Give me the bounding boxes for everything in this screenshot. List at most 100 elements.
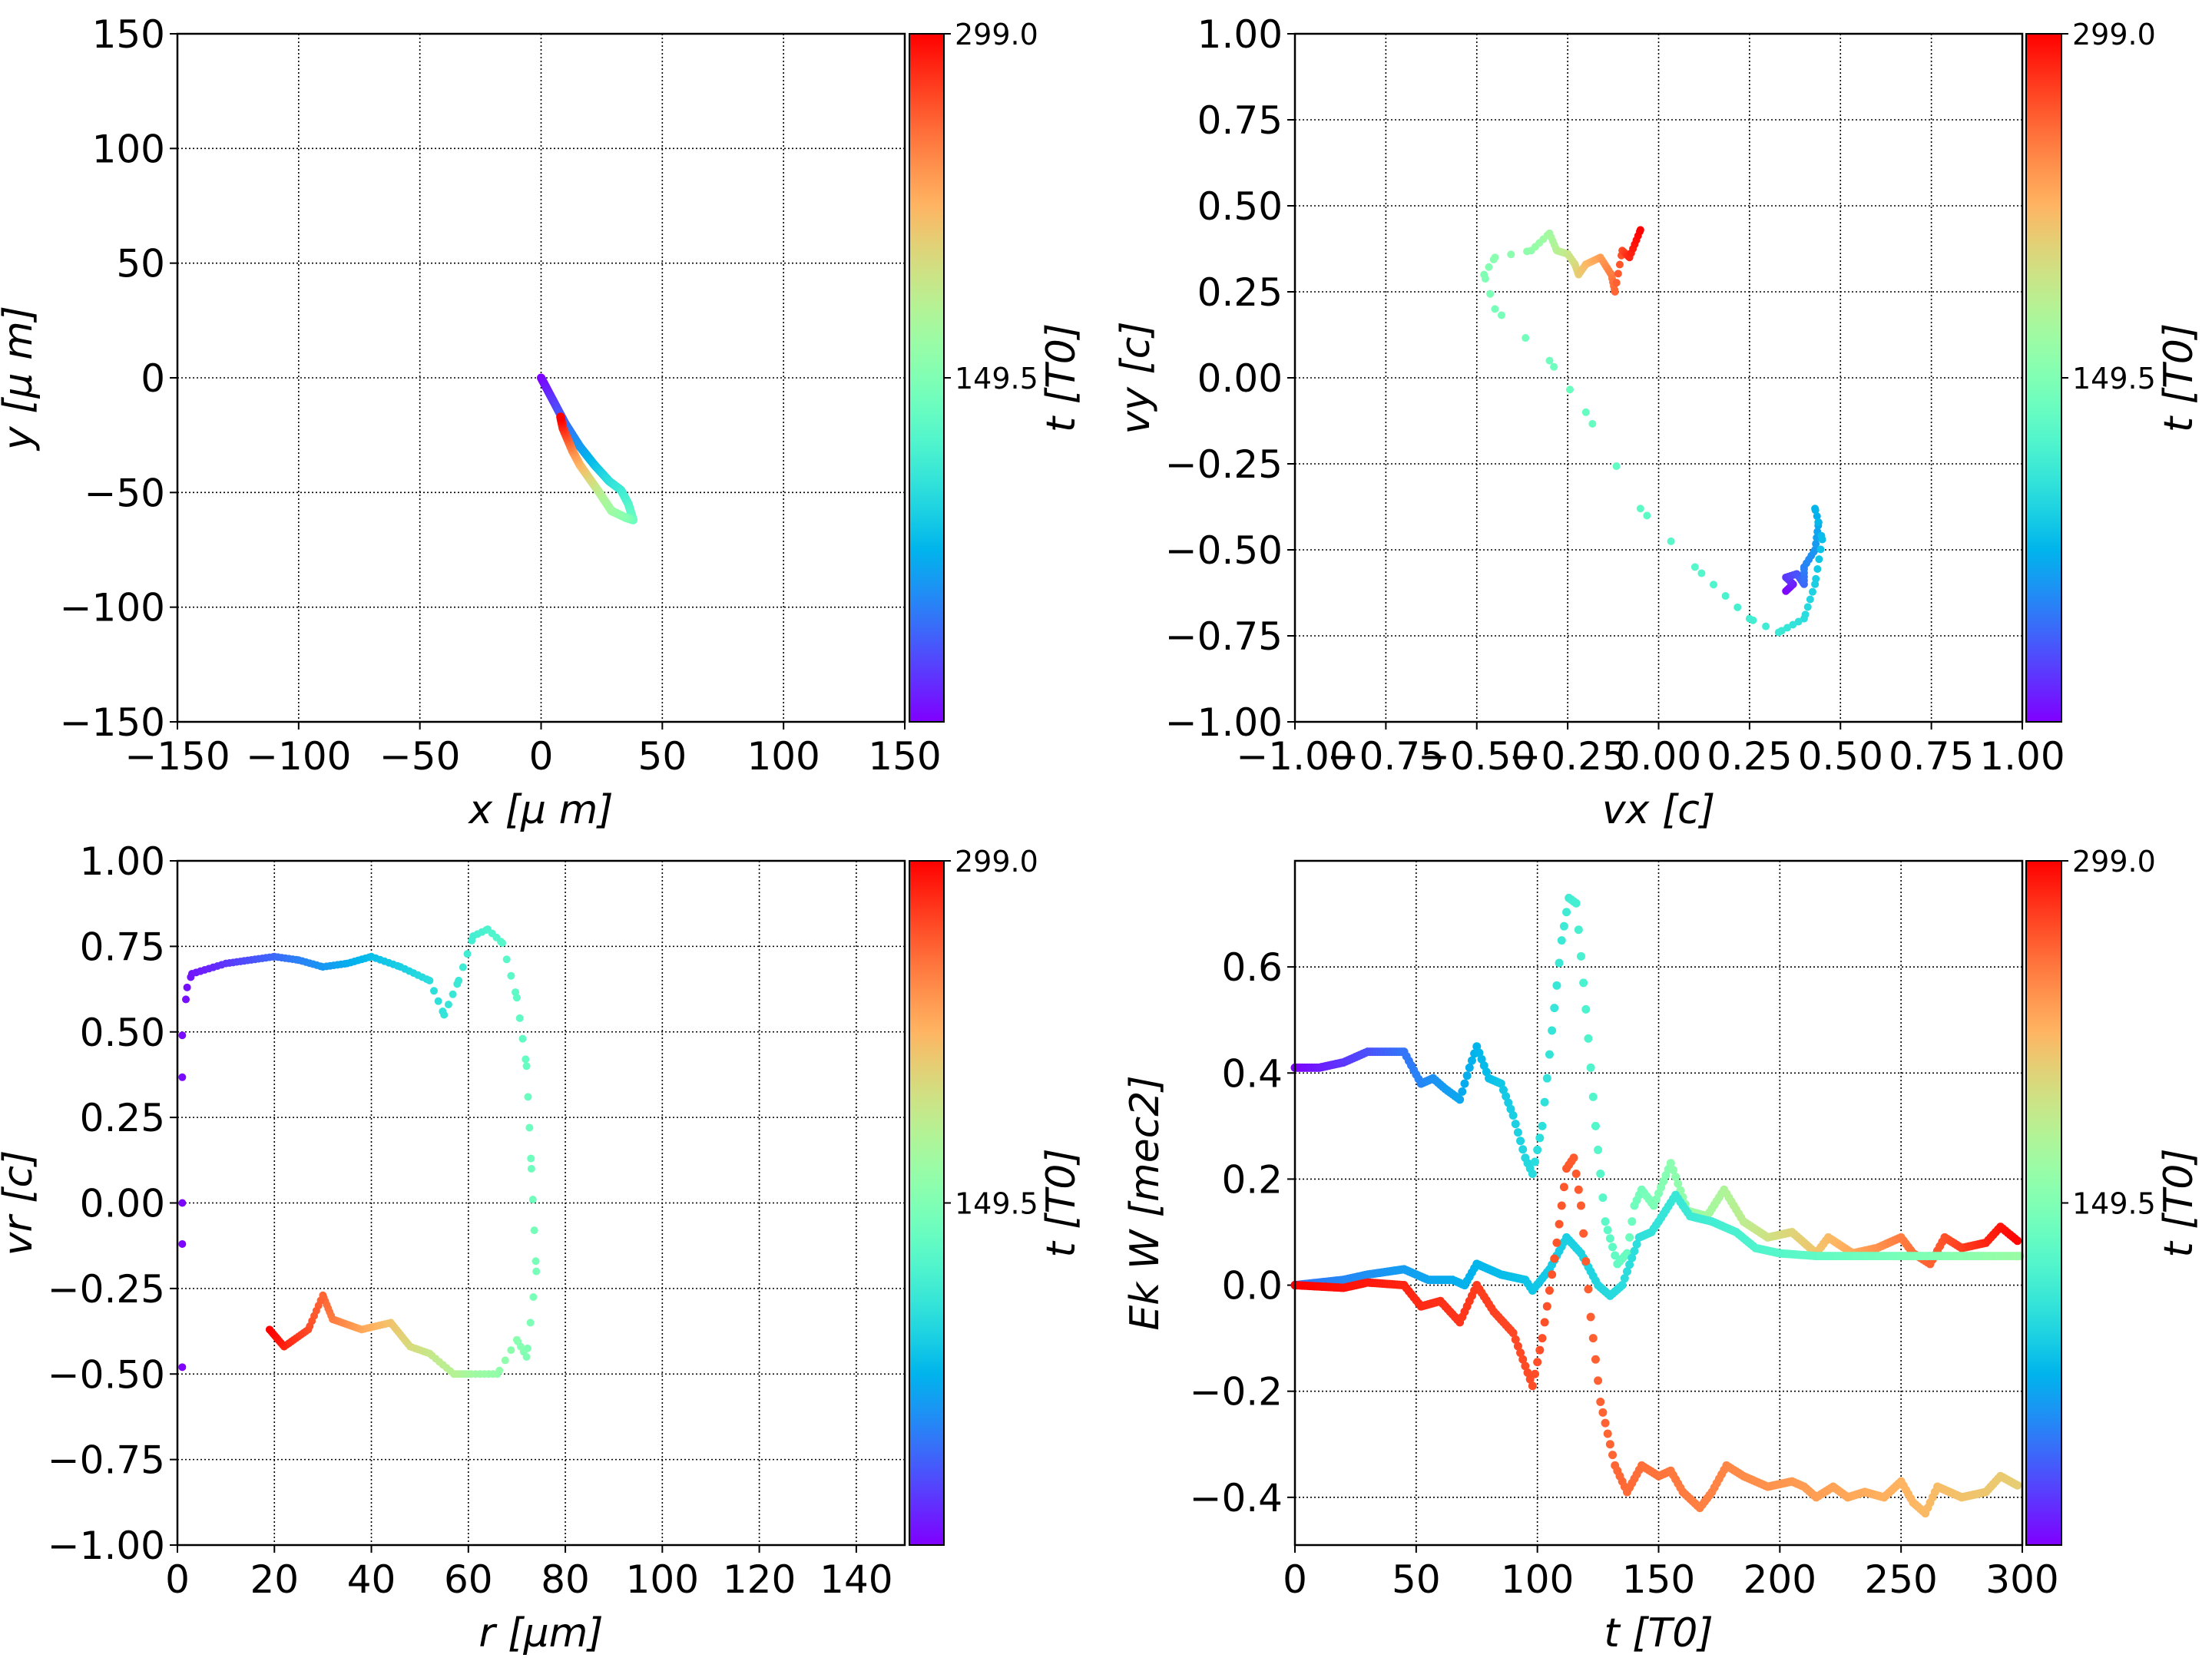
data-point-series-0 [1465, 1063, 1474, 1072]
data-point-series-0 [1477, 1054, 1486, 1064]
data-point [178, 1199, 187, 1207]
data-point [1491, 305, 1499, 313]
data-point [429, 987, 438, 995]
data-point [1709, 581, 1717, 589]
y-tick-label: 0.50 [1197, 184, 1283, 229]
data-point [444, 1001, 452, 1009]
data-point [1491, 253, 1499, 262]
data-point [1690, 563, 1699, 571]
data-point-series-2 [1591, 1355, 1600, 1364]
x-tick-label: 0 [1283, 1557, 1307, 1602]
data-point [1762, 622, 1770, 630]
data-point-series-2 [1518, 1355, 1528, 1364]
y-tick-label: 0.75 [80, 925, 165, 969]
data-point [512, 994, 521, 1002]
colorbar-tick-label: 299.0 [955, 18, 1038, 51]
data-point [1581, 408, 1590, 416]
data-point-series-0 [1608, 1242, 1618, 1252]
data-point [449, 990, 457, 998]
data-point-series-2 [1552, 1238, 1561, 1247]
data-point-series-2 [1528, 1381, 1537, 1391]
colorbar-tick-label: 149.5 [2072, 362, 2156, 395]
data-point [265, 1325, 273, 1334]
data-point-series-2 [1548, 1270, 1557, 1279]
data-point-series-0 [1528, 1170, 1537, 1179]
x-axis-label: r [μm] [478, 1610, 603, 1656]
x-tick-label: 0.50 [1798, 734, 1883, 779]
colorbar-gradient [909, 33, 945, 723]
data-point [1806, 595, 1814, 604]
y-tick-label: −0.50 [1165, 528, 1283, 573]
y-axis-label: vr [c] [0, 1150, 41, 1256]
y-tick-label: −1.00 [1165, 700, 1283, 745]
data-point [1667, 537, 1675, 545]
data-point-series-2 [1540, 1318, 1549, 1327]
data-point [1615, 260, 1624, 269]
data-point-series-0 [1504, 1098, 1513, 1107]
data-point [178, 1239, 187, 1248]
x-tick-label: 60 [444, 1557, 493, 1602]
data-point-series-0 [1581, 1004, 1591, 1014]
data-point [1800, 614, 1808, 623]
data-point [1721, 592, 1730, 601]
data-point-series-1 [1622, 1267, 1631, 1276]
x-tick-label: 0.75 [1889, 734, 1974, 779]
data-point [556, 412, 565, 422]
data-point-series-0 [1586, 1063, 1595, 1072]
data-point [527, 1164, 535, 1173]
data-point-series-1 [1630, 1246, 1639, 1256]
data-point-series-2 [1516, 1348, 1525, 1358]
data-point-series-2 [1581, 1256, 1591, 1266]
colorbar-label: t [T0] [2156, 1148, 2202, 1257]
colorbar: 299.0 149.5 [2025, 845, 2156, 1546]
data-point-series-0 [1506, 1104, 1515, 1113]
x-tick-label: −0.25 [1509, 734, 1627, 779]
x-tick-label: 200 [1743, 1557, 1816, 1602]
data-point-series-0 [1482, 1067, 1491, 1077]
data-point-series-0 [1668, 1166, 1677, 1175]
data-point [532, 1267, 541, 1276]
data-point-series-0 [2013, 1236, 2022, 1246]
x-tick-label: 50 [1392, 1557, 1441, 1602]
data-point [518, 1034, 527, 1043]
colorbar-gradient [2025, 33, 2062, 723]
y-tick-label: −0.25 [48, 1267, 165, 1312]
axes-frame [176, 32, 906, 723]
data-point-series-0 [1475, 1048, 1484, 1057]
data-point-series-2 [2013, 1481, 2022, 1490]
x-tick-label: 100 [747, 734, 820, 779]
data-point [178, 1363, 187, 1372]
data-point-series-0 [1625, 1233, 1634, 1242]
data-point [502, 955, 511, 964]
x-tick-label: 0 [529, 734, 554, 779]
y-axis-label: vy [c] [1113, 321, 1159, 434]
data-point [1636, 226, 1644, 234]
data-point-series-0 [1611, 1251, 1620, 1260]
data-point-series-1 [1628, 1253, 1637, 1262]
y-tick-label: 50 [116, 242, 165, 286]
data-point [434, 997, 442, 1005]
data-point [512, 1335, 521, 1344]
data-point [522, 1062, 531, 1070]
y-tick-label: 0.75 [1197, 98, 1283, 143]
data-point [1808, 587, 1816, 596]
axes-frame [1293, 32, 2024, 723]
data-point-series-2 [1542, 1302, 1551, 1311]
data-point [1611, 288, 1619, 296]
colorbar: 299.0 149.5 [2025, 18, 2156, 723]
data-point-series-2 [1588, 1334, 1598, 1343]
data-point-series-0 [1538, 1121, 1547, 1130]
data-point-series-0 [1584, 1034, 1593, 1043]
colorbar: 299.0 149.5 [909, 845, 1038, 1546]
data-point-series-0 [1502, 1092, 1511, 1101]
data-point [455, 976, 463, 984]
data-point-series-0 [1555, 958, 1564, 968]
data-points [178, 925, 541, 1378]
x-tick-label: 20 [250, 1557, 299, 1602]
data-points [537, 373, 637, 524]
panel-2: 0 20 40 60 80 100 120 140 −1.00 −0.75 −0.50 −0.25 0.… [0, 839, 1084, 1656]
data-point [526, 1319, 535, 1327]
data-point-series-0 [1496, 1079, 1505, 1088]
x-tick-label: 150 [868, 734, 941, 779]
x-axis-label: t [T0] [1604, 1610, 1713, 1656]
